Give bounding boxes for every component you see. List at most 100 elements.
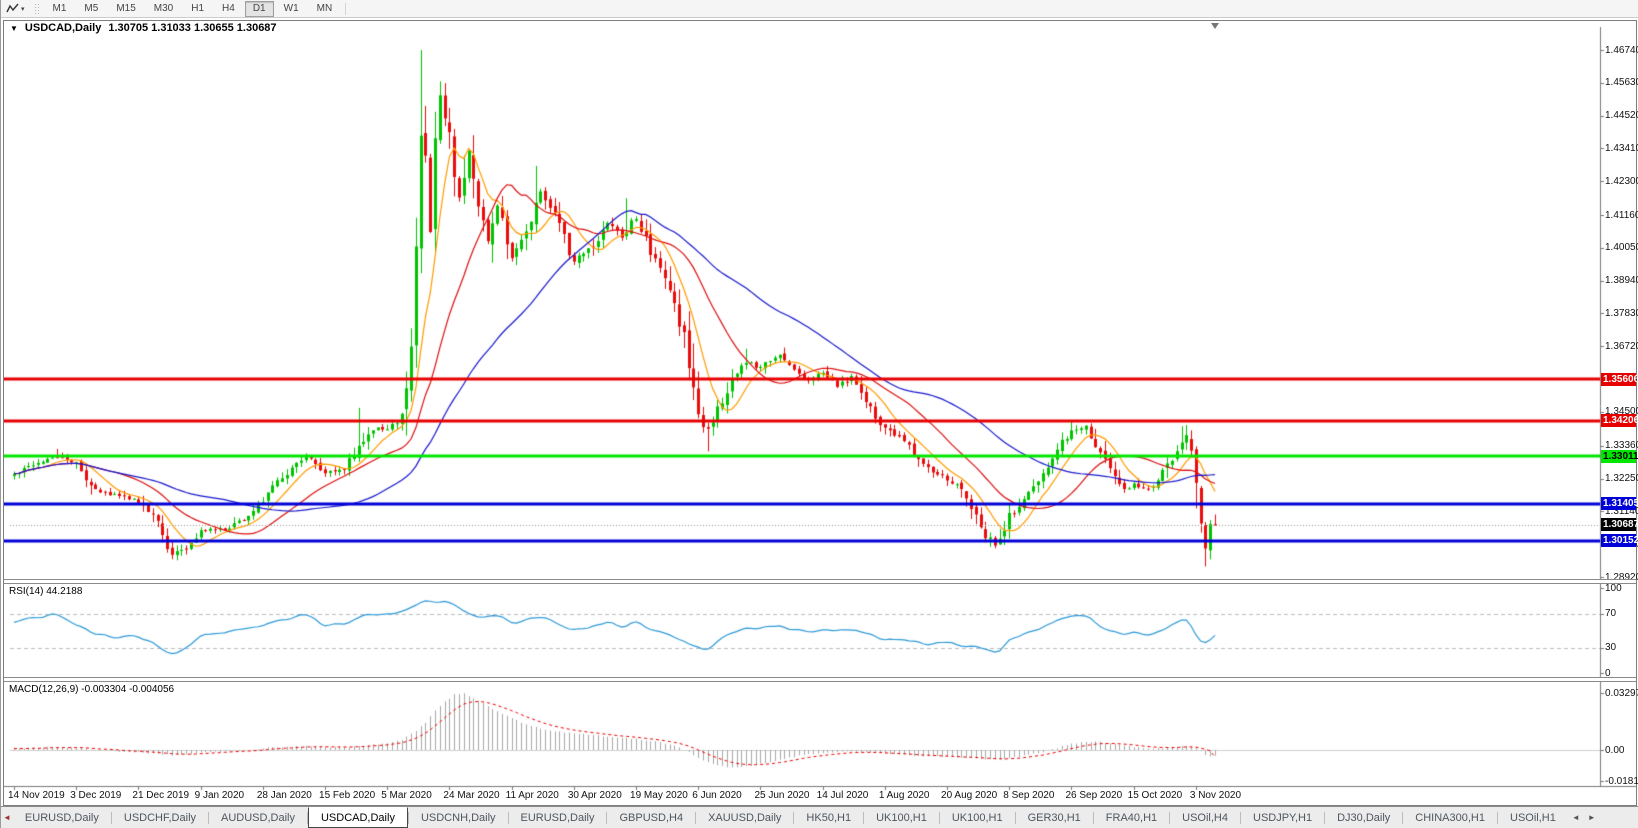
tab-usdchf-daily[interactable]: USDCHF,Daily <box>123 811 197 824</box>
tab-china300-h1[interactable]: CHINA300,H1 <box>1415 811 1485 824</box>
tab-usdcnh-daily[interactable]: USDCNH,Daily <box>420 811 496 824</box>
tab-separator <box>1014 811 1016 824</box>
tab-scroll-left-icon[interactable]: ◄ <box>1571 813 1580 822</box>
tab-uk100-h1[interactable]: UK100,H1 <box>951 811 1003 824</box>
dropdown-caret-icon[interactable]: ▾ <box>21 5 25 13</box>
tab-eurusd-daily[interactable]: EURUSD,Daily <box>24 811 99 824</box>
macd-tick-label: -0.01815 <box>1605 775 1638 787</box>
date-tick-label: 1 Aug 2020 <box>878 790 930 801</box>
tab-separator <box>606 811 608 824</box>
toolbar-separator <box>345 2 347 15</box>
price-tick-label: 1.36720 <box>1605 340 1638 352</box>
date-tick-label: 21 Dec 2019 <box>132 790 190 801</box>
tab-usoil-h4[interactable]: USOil,H4 <box>1182 811 1228 824</box>
tab-separator <box>1092 811 1094 824</box>
tab-separator <box>208 811 210 824</box>
tab-eurusd-daily[interactable]: EURUSD,Daily <box>520 811 595 824</box>
date-tick-label: 3 Nov 2020 <box>1189 790 1242 801</box>
price-tick-label: 1.43410 <box>1605 142 1638 154</box>
rsi-indicator-label: RSI(14) 44.2188 <box>9 586 83 597</box>
date-tick-label: 25 Jun 2020 <box>754 790 810 801</box>
tab-usoil-h1[interactable]: USOil,H1 <box>1510 811 1556 824</box>
date-tick-label: 8 Sep 2020 <box>1003 790 1055 801</box>
price-tick-label: 1.28920 <box>1605 571 1638 583</box>
macd-indicator-label: MACD(12,26,9) -0.003304 -0.004056 <box>9 684 175 695</box>
price-tick-label: 1.38940 <box>1605 275 1638 287</box>
price-tick-label: 1.42300 <box>1605 175 1638 187</box>
tab-scroll-left-edge-icon[interactable]: ◄ <box>3 813 11 822</box>
tab-separator <box>793 811 795 824</box>
tab-dj30-daily[interactable]: DJ30,Daily <box>1337 811 1391 824</box>
timeframe-button-m5[interactable]: M5 <box>84 2 99 14</box>
price-tag: 1.33011 <box>1601 449 1638 463</box>
price-tick-label: 1.44520 <box>1605 110 1638 122</box>
rsi-tick-label: 0 <box>1605 667 1611 679</box>
tab-separator <box>1497 811 1498 824</box>
tab-separator <box>407 811 409 824</box>
rsi-tick-label: 30 <box>1605 642 1617 653</box>
pane-splitter-macd[interactable] <box>4 677 1636 682</box>
tab-separator <box>1169 811 1171 824</box>
price-tick-label: 1.32250 <box>1605 473 1638 485</box>
tab-separator <box>863 811 865 824</box>
tab-uk100-h1[interactable]: UK100,H1 <box>876 811 927 824</box>
chart-title-bar: ▼ USDCAD,Daily 1.30705 1.31033 1.30655 1… <box>10 22 277 34</box>
date-tick-label: 14 Jul 2020 <box>816 790 869 801</box>
toolbar-grip[interactable] <box>33 2 39 15</box>
timeframe-button-d1[interactable]: D1 <box>244 0 274 17</box>
date-tick-label: 5 Mar 2020 <box>381 790 432 801</box>
date-tick-label: 3 Dec 2019 <box>70 790 122 801</box>
tab-usdcad-daily[interactable]: USDCAD,Daily <box>307 807 408 828</box>
tab-xauusd-daily[interactable]: XAUUSD,Daily <box>708 811 782 824</box>
price-tick-label: 1.37830 <box>1605 308 1638 319</box>
date-tick-label: 15 Feb 2020 <box>319 790 376 801</box>
tab-separator <box>695 811 697 824</box>
chart-canvas[interactable] <box>4 21 1636 805</box>
tab-fra40-h1[interactable]: FRA40,H1 <box>1105 811 1158 824</box>
tab-separator <box>110 811 112 824</box>
date-tick-label: 14 Nov 2019 <box>8 790 65 801</box>
price-tick-label: 1.34500 <box>1605 406 1638 418</box>
symbol-tab-bar: ◄ EURUSD,Daily USDCHF,Daily AUDUSD,Daily USD… <box>1 806 1638 828</box>
price-tick-label: 1.46740 <box>1605 44 1638 56</box>
tab-usdjpy-h1[interactable]: USDJPY,H1 <box>1253 811 1313 824</box>
timeframe-buttons: M1 M5 M15 M30 H1 H4 D1 W1 MN <box>44 0 342 17</box>
tab-scroll-right-icon[interactable]: ► <box>1587 813 1596 822</box>
chart-menu-icon[interactable]: ▼ <box>10 23 18 33</box>
price-tick-label: 1.31140 <box>1605 505 1638 517</box>
date-tick-label: 24 Mar 2020 <box>443 790 500 801</box>
pane-splitter-rsi[interactable] <box>4 579 1636 584</box>
price-tag: 1.30152 <box>1601 534 1638 548</box>
price-tag: 1.31405 <box>1601 497 1638 510</box>
date-tick-label: 28 Jan 2020 <box>256 790 312 801</box>
chart-ohlc-values: 1.30705 1.31033 1.30655 1.30687 <box>108 22 277 34</box>
macd-tick-label: 0.00 <box>1605 744 1625 756</box>
timeframe-button-h4[interactable]: H4 <box>222 2 235 14</box>
chart-symbol-title: USDCAD,Daily <box>24 22 102 34</box>
tab-gbpusd-h4[interactable]: GBPUSD,H4 <box>619 811 684 824</box>
tab-separator <box>1240 811 1241 824</box>
timeframe-button-mn[interactable]: MN <box>316 2 333 14</box>
chart-shift-marker[interactable] <box>1211 23 1219 29</box>
timeframe-button-w1[interactable]: W1 <box>283 2 299 14</box>
tab-hk50-h1[interactable]: HK50,H1 <box>806 811 852 824</box>
tab-separator <box>1402 811 1404 824</box>
price-tag: 1.35606 <box>1601 372 1638 386</box>
chart-window: ▼ USDCAD,Daily 1.30705 1.31033 1.30655 1… <box>3 20 1638 806</box>
date-tick-label: 11 Apr 2020 <box>505 790 559 801</box>
date-tick-label: 30 Apr 2020 <box>567 790 622 801</box>
date-tick-label: 19 May 2020 <box>630 790 688 801</box>
tab-ger30-h1[interactable]: GER30,H1 <box>1027 811 1081 824</box>
timeframe-button-m30[interactable]: M30 <box>153 2 174 14</box>
timeframe-button-m15[interactable]: M15 <box>116 2 136 14</box>
tab-separator <box>1324 811 1326 824</box>
rsi-tick-label: 100 <box>1605 582 1622 594</box>
price-tick-label: 1.33360 <box>1605 440 1638 452</box>
price-tag: 1.30687 <box>1601 518 1638 532</box>
tab-audusd-daily[interactable]: AUDUSD,Daily <box>221 811 295 824</box>
timeframe-button-h1[interactable]: H1 <box>191 2 205 14</box>
drawing-tool-icon[interactable] <box>4 2 20 15</box>
timeframe-toolbar: ▾ M1 M5 M15 M30 H1 H4 D1 W1 MN <box>1 0 1638 18</box>
timeframe-button-m1[interactable]: M1 <box>52 2 67 14</box>
macd-tick-label: 0.032972 <box>1605 687 1638 699</box>
